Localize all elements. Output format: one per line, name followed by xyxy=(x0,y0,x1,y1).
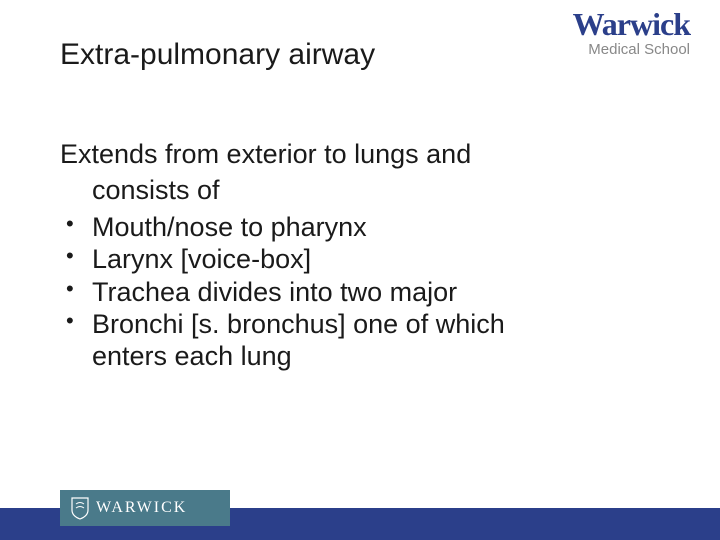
brand-logo-main: Warwick xyxy=(573,8,690,40)
list-item-text: Mouth/nose to pharynx xyxy=(92,212,367,242)
footer-logo-text: WARWICK xyxy=(96,499,187,517)
intro-text-line2: consists of xyxy=(60,174,660,206)
list-item: Trachea divides into two major xyxy=(60,276,660,308)
list-item: Bronchi [s. bronchus] one of which enter… xyxy=(60,308,660,373)
brand-logo-top: Warwick Medical School xyxy=(573,8,690,57)
list-item-text-line1: Bronchi [s. bronchus] one of which xyxy=(92,309,505,339)
list-item: Mouth/nose to pharynx xyxy=(60,211,660,243)
slide-content: Extends from exterior to lungs and consi… xyxy=(60,138,660,373)
list-item-text-line2: enters each lung xyxy=(92,340,660,372)
footer-logo: WARWICK xyxy=(60,490,230,526)
slide-title: Extra-pulmonary airway xyxy=(60,38,660,72)
footer: WARWICK xyxy=(0,486,720,540)
list-item: Larynx [voice-box] xyxy=(60,243,660,275)
crest-icon xyxy=(70,496,90,520)
brand-logo-sub: Medical School xyxy=(573,42,690,57)
intro-text-line1: Extends from exterior to lungs and xyxy=(60,138,660,170)
slide: Warwick Medical School Extra-pulmonary a… xyxy=(0,0,720,540)
list-item-text: Trachea divides into two major xyxy=(92,277,457,307)
list-item-text: Larynx [voice-box] xyxy=(92,244,311,274)
bullet-list: Mouth/nose to pharynx Larynx [voice-box]… xyxy=(60,211,660,373)
